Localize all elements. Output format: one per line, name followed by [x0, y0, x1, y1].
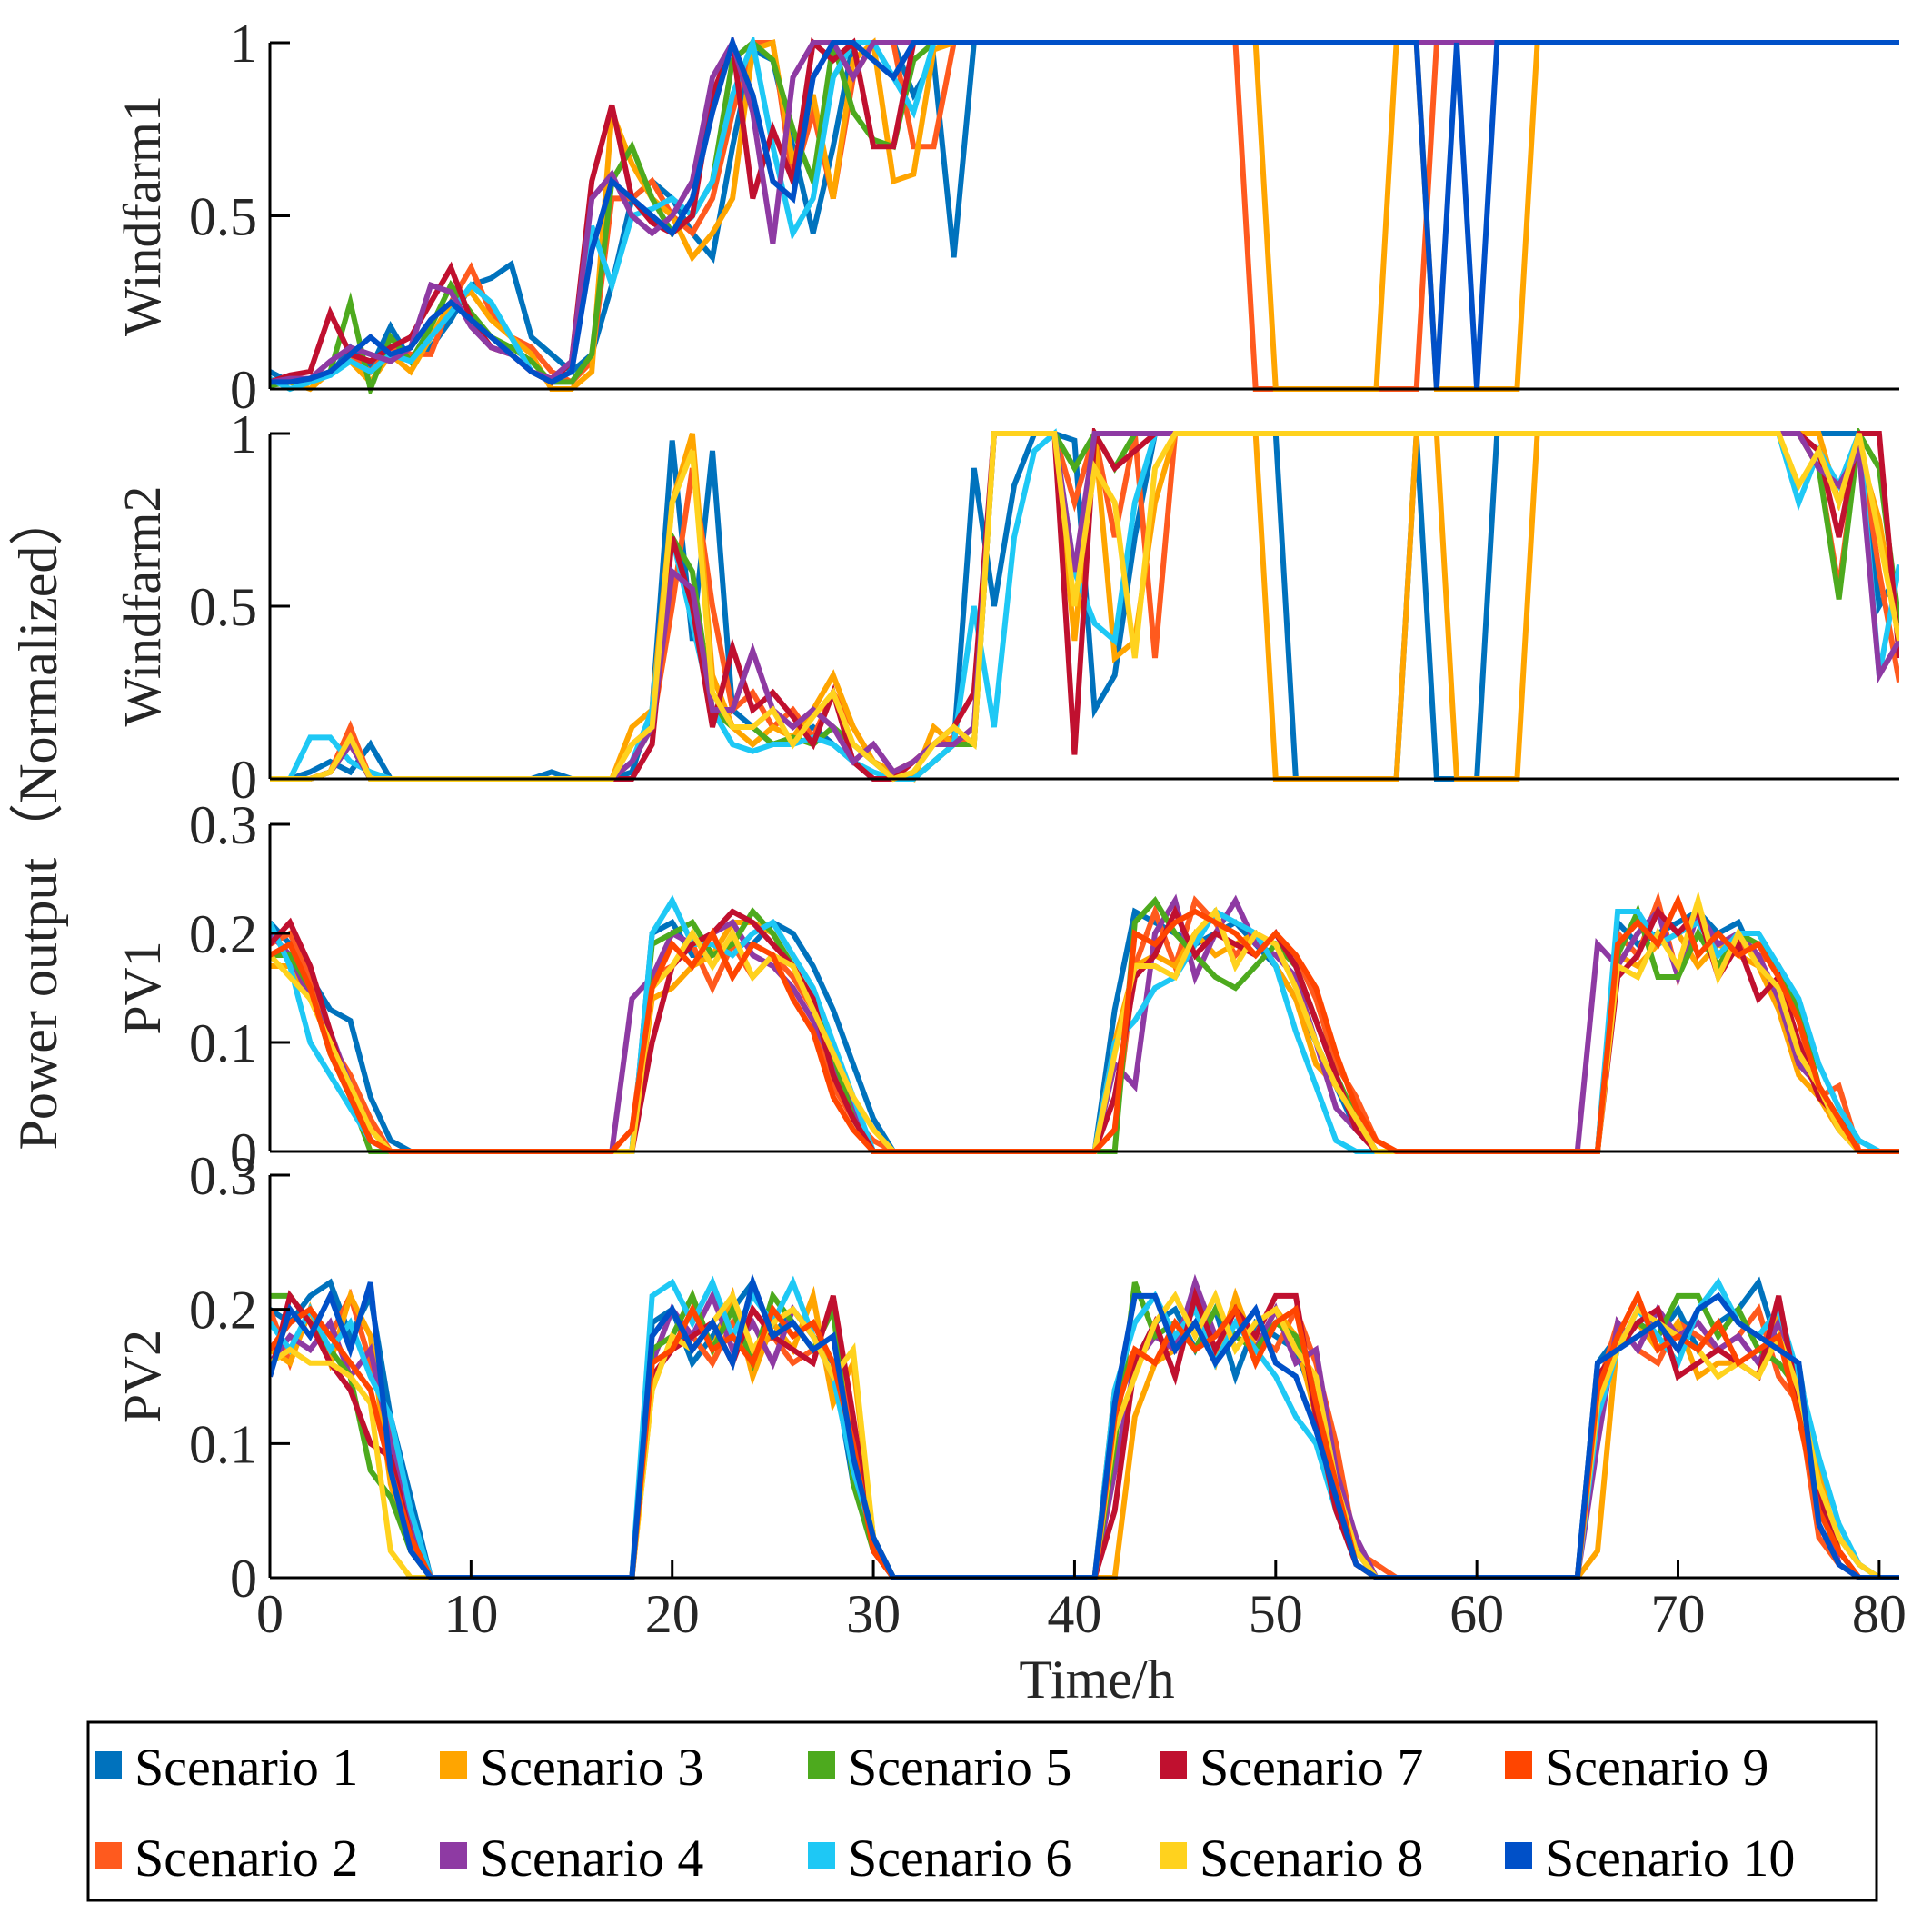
- legend-label-scenario-3: Scenario 3: [480, 1738, 703, 1797]
- legend-label-scenario-8: Scenario 8: [1200, 1829, 1423, 1888]
- legend-label-scenario-5: Scenario 5: [848, 1738, 1071, 1797]
- x-tick-label-20: 20: [645, 1584, 700, 1644]
- y-axis-label-windfarm2: Windfarm2: [113, 485, 172, 726]
- y-tick-label-pv1-0-2: 0.2: [189, 904, 257, 964]
- x-tick-label-60: 60: [1449, 1584, 1504, 1644]
- x-tick-label-40: 40: [1047, 1584, 1101, 1644]
- legend-swatch-scenario-10: [1505, 1842, 1532, 1869]
- legend-label-scenario-10: Scenario 10: [1545, 1829, 1795, 1888]
- legend-swatch-scenario-3: [440, 1751, 467, 1779]
- x-tick-label-80: 80: [1852, 1584, 1907, 1644]
- x-axis-label: Time/h: [1019, 1650, 1174, 1710]
- legend-swatch-scenario-9: [1505, 1751, 1532, 1779]
- subplot-pv1: 0 0.1 0.2 0.3 PV1: [113, 795, 1899, 1182]
- series-lines-windfarm2: [270, 428, 1899, 783]
- y-tick-label-windfarm2-0: 0: [230, 750, 257, 810]
- legend-swatch-scenario-4: [440, 1842, 467, 1869]
- legend-swatch-scenario-5: [808, 1751, 835, 1779]
- x-axis: 0 10 20 30 40 50 60 70 80: [256, 1584, 1907, 1644]
- legend-label-scenario-1: Scenario 1: [134, 1738, 358, 1797]
- subplots-group: 0 0.5 1 Windfarm1 0 0.5 1 Windfarm2 0 0.1 0.2 0.3 PV…: [113, 14, 1899, 1609]
- legend-label-scenario-2: Scenario 2: [134, 1829, 358, 1888]
- y-tick-label-pv2-0-3: 0.3: [189, 1146, 257, 1206]
- legend-swatch-scenario-2: [95, 1842, 122, 1869]
- y-axis-label-pv2: PV2: [113, 1330, 172, 1423]
- y-tick-label-pv1-0: 0: [230, 1122, 257, 1182]
- x-tick-label-10: 10: [443, 1584, 498, 1644]
- x-tick-label-70: 70: [1651, 1584, 1706, 1644]
- line-windfarm1-scenario-6: [270, 37, 1899, 393]
- series-lines-pv2: [270, 1273, 1899, 1580]
- line-windfarm1-scenario-1: [270, 40, 1899, 385]
- x-tick-label-0: 0: [256, 1584, 284, 1644]
- line-windfarm1-scenario-4: [270, 37, 1899, 385]
- line-pv2-scenario-9: [270, 1289, 1899, 1580]
- y-tick-label-windfarm1-0: 0: [230, 360, 257, 420]
- y-tick-label-pv1-0-3: 0.3: [189, 795, 257, 855]
- legend-label-scenario-6: Scenario 6: [848, 1829, 1071, 1888]
- series-lines-windfarm1: [270, 37, 1899, 394]
- y-tick-label-pv2-0-1: 0.1: [189, 1414, 257, 1474]
- y-axis-label-pv1: PV1: [113, 941, 172, 1034]
- legend: Scenario 1 Scenario 3 Scenario 5 Scenario 7…: [86, 1720, 1878, 1902]
- legend-box: [86, 1720, 1878, 1902]
- line-pv2-scenario-10: [270, 1273, 1899, 1580]
- y-tick-label-windfarm1-0-5: 0.5: [189, 187, 257, 247]
- legend-swatch-scenario-8: [1160, 1842, 1187, 1869]
- line-windfarm1-scenario-7: [270, 37, 1899, 386]
- y-tick-label-windfarm1-1: 1: [230, 14, 257, 74]
- y-tick-label-pv1-0-1: 0.1: [189, 1013, 257, 1073]
- x-tick-label-50: 50: [1249, 1584, 1303, 1644]
- y-tick-label-windfarm2-1: 1: [230, 404, 257, 464]
- x-tick-label-30: 30: [846, 1584, 901, 1644]
- y-tick-label-pv2-0-2: 0.2: [189, 1281, 257, 1341]
- subplot-pv2: 0 0.1 0.2 0.3 PV2: [113, 1146, 1899, 1609]
- line-pv1-scenario-3: [270, 920, 1899, 1154]
- line-pv1-scenario-9: [270, 893, 1899, 1154]
- legend-swatch-scenario-6: [808, 1842, 835, 1869]
- y-tick-label-pv2-0: 0: [230, 1549, 257, 1609]
- subplot-windfarm2: 0 0.5 1 Windfarm2: [113, 404, 1899, 810]
- series-lines-pv1: [270, 891, 1899, 1154]
- legend-label-scenario-9: Scenario 9: [1545, 1738, 1768, 1797]
- legend-label-scenario-7: Scenario 7: [1200, 1738, 1423, 1797]
- figure-y-axis-label: Power output（Normalized）: [8, 492, 68, 1151]
- y-axis-label-windfarm1: Windfarm1: [113, 95, 172, 336]
- y-tick-label-windfarm2-0-5: 0.5: [189, 577, 257, 637]
- legend-swatch-scenario-1: [95, 1751, 122, 1779]
- legend-swatch-scenario-7: [1160, 1751, 1187, 1779]
- line-windfarm1-scenario-10: [270, 37, 1899, 390]
- subplot-windfarm1: 0 0.5 1 Windfarm1: [113, 14, 1899, 420]
- legend-label-scenario-4: Scenario 4: [480, 1829, 703, 1888]
